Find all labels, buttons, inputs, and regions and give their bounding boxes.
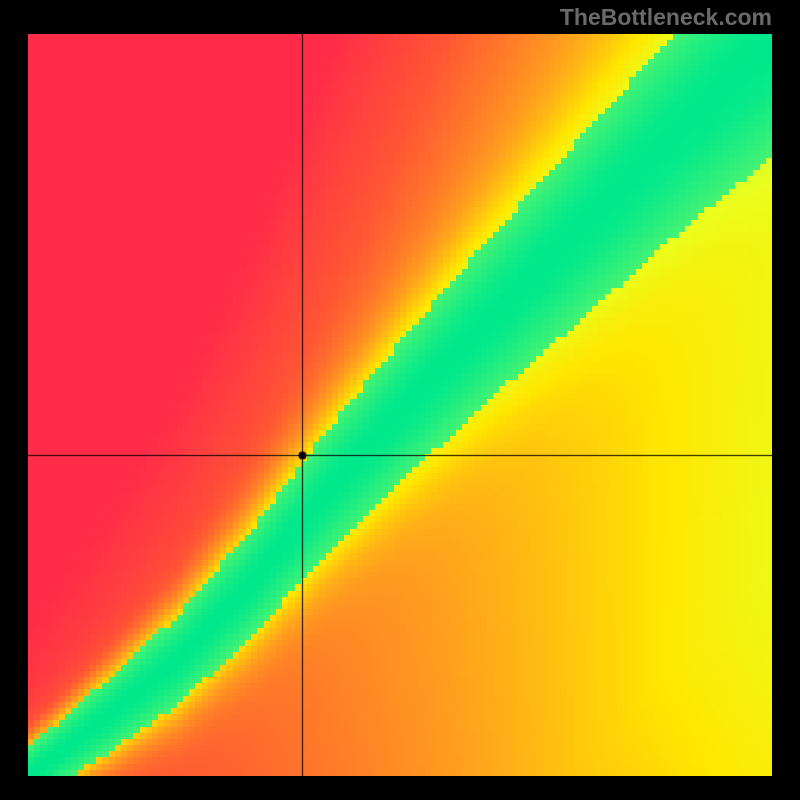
- chart-container: TheBottleneck.com: [0, 0, 800, 800]
- watermark-text: TheBottleneck.com: [560, 4, 772, 31]
- crosshair-overlay: [28, 34, 772, 776]
